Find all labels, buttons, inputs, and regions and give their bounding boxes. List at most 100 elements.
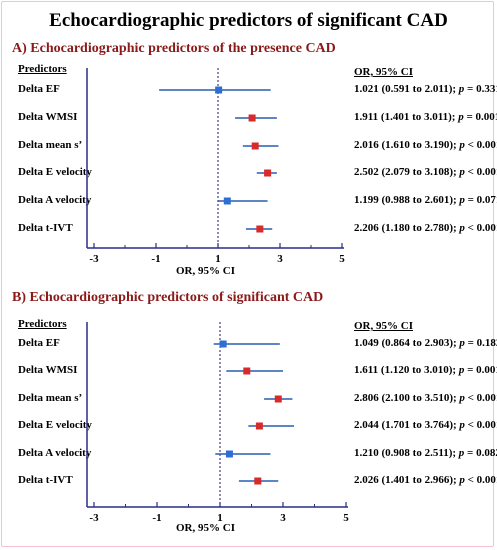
p-value: < 0.001: [467, 166, 497, 178]
p-value: < 0.001: [467, 392, 497, 404]
panel-b-point-estimate: [243, 367, 251, 375]
ci-range: (0.591 to 2.011);: [381, 83, 459, 95]
panel-a-predictor-label: Delta E velocity: [18, 166, 92, 178]
panel-b-x-tick-label: -3: [89, 512, 99, 524]
ci-range: (1.401 to 2.966);: [381, 474, 460, 486]
or-value: 2.206: [354, 222, 382, 234]
p-value: < 0.001: [467, 139, 497, 151]
or-value: 2.044: [354, 419, 382, 431]
p-symbol: p: [458, 111, 464, 123]
panel-b-x-tick-label: -1: [152, 512, 161, 524]
panel-b-or-ci-text: 1.049 (0.864 to 2.903); p = 0.182: [354, 337, 497, 349]
panel-b-x-tick-label: 1: [217, 512, 223, 524]
panel-a-title: A) Echocardiographic predictors of the p…: [12, 41, 336, 56]
panel-b-predictor-label: Delta E velocity: [18, 419, 92, 431]
panel-a-predictor-label: Delta EF: [18, 83, 60, 95]
or-value: 2.016: [354, 139, 382, 151]
panel-b-or-ci-text: 1.210 (0.908 to 2.511); p = 0.082: [354, 447, 497, 459]
panel-a-or-ci-text: 2.502 (2.079 to 3.108); p < 0.001: [354, 166, 497, 178]
panel-b-or-ci-text: 2.044 (1.701 to 3.764); p < 0.001: [354, 419, 497, 431]
ci-range: (1.701 to 3.764);: [381, 419, 460, 431]
or-value: 1.210: [354, 447, 382, 459]
panel-b-x-tick-label: 5: [343, 512, 349, 524]
panel-b-point-estimate: [219, 340, 227, 348]
p-value: = 0.071: [467, 194, 497, 206]
panel-b-point-estimate: [274, 395, 282, 403]
or-value: 1.911: [354, 111, 381, 123]
panel-a-point-estimate: [248, 114, 256, 122]
panel-a-predictor-label: Delta A velocity: [18, 194, 92, 206]
p-symbol: p: [459, 392, 465, 404]
p-symbol: p: [459, 337, 465, 349]
p-symbol: p: [459, 474, 465, 486]
or-value: 1.199: [354, 194, 382, 206]
panel-b-predictor-label: Delta WMSI: [18, 364, 78, 376]
or-value: 2.806: [354, 392, 382, 404]
figure-title: Echocardiographic predictors of signific…: [49, 10, 448, 31]
panel-b-predictor-label: Delta A velocity: [18, 447, 92, 459]
ci-range: (0.988 to 2.601);: [381, 194, 460, 206]
panel-a-x-tick-label: 1: [215, 253, 221, 265]
panel-a-point-estimate: [264, 169, 272, 177]
ci-range: (1.401 to 3.011);: [380, 111, 459, 123]
or-value: 2.026: [354, 474, 382, 486]
p-symbol: p: [458, 83, 465, 95]
panel-a-predictor-label: Delta mean s’: [18, 139, 83, 151]
panel-a-predictor-label: Delta t-IVT: [18, 222, 73, 234]
p-symbol: p: [459, 419, 465, 431]
p-symbol: p: [459, 194, 465, 206]
or-value: 1.021: [354, 83, 382, 95]
panel-b-predictor-label: Delta t-IVT: [18, 474, 73, 486]
panel-a-point-estimate: [256, 225, 264, 233]
p-symbol: p: [458, 364, 465, 376]
p-symbol: p: [459, 222, 465, 234]
panel-a-x-tick-label: -3: [89, 253, 99, 265]
p-value: = 0.082: [467, 447, 497, 459]
panel-a-point-estimate: [251, 142, 259, 150]
panel-b-point-estimate: [225, 450, 233, 458]
panel-a-or-ci-text: 1.199 (0.988 to 2.601); p = 0.071: [354, 194, 497, 206]
panel-a-or-ci-text: 2.206 (1.180 to 2.780); p < 0.001: [354, 222, 497, 234]
panel-b-ci-header: OR, 95% CI: [354, 320, 413, 332]
panel-b-or-ci-text: 1.611 (1.120 to 3.010); p = 0.001: [354, 364, 497, 376]
ci-range: (2.079 to 3.108);: [381, 166, 460, 178]
ci-range: (0.908 to 2.511);: [381, 447, 459, 459]
panel-b-title: B) Echocardiographic predictors of signi…: [12, 290, 324, 305]
p-value: < 0.001: [467, 419, 497, 431]
p-value: < 0.001: [467, 222, 497, 234]
panel-b-or-ci-text: 2.026 (1.401 to 2.966); p < 0.001: [354, 474, 497, 486]
panel-a-or-ci-text: 1.021 (0.591 to 2.011); p = 0.331: [354, 83, 497, 95]
p-value: = 0.182: [467, 337, 497, 349]
ci-range: (1.120 to 3.010);: [380, 364, 459, 376]
panel-a-x-axis-title: OR, 95% CI: [176, 265, 235, 277]
panel-b-predictors-header: Predictors: [18, 318, 67, 330]
panel-a-predictors-header: Predictors: [18, 63, 67, 75]
panel-a-point-estimate: [215, 86, 223, 94]
panel-a-ci-header: OR, 95% CI: [354, 66, 413, 78]
panel-a-x-tick-label: -1: [151, 253, 160, 265]
ci-range: (0.864 to 2.903);: [381, 337, 460, 349]
ci-range: (2.100 to 3.510);: [381, 392, 460, 404]
or-value: 1.049: [354, 337, 382, 349]
ci-range: (1.610 to 3.190);: [381, 139, 460, 151]
p-value: < 0.001: [467, 474, 497, 486]
panel-b-predictor-label: Delta EF: [18, 337, 60, 349]
p-value: = 0.001: [463, 111, 497, 123]
panel-a-x-tick-label: 5: [339, 253, 345, 265]
p-symbol: p: [459, 166, 465, 178]
panel-b-or-ci-text: 2.806 (2.100 to 3.510); p < 0.001: [354, 392, 497, 404]
panel-a-x-tick-label: 3: [277, 253, 283, 265]
panel-a-predictor-label: Delta WMSI: [18, 111, 78, 123]
ci-range: (1.180 to 2.780);: [381, 222, 460, 234]
panel-b-point-estimate: [255, 422, 263, 430]
or-value: 1.611: [354, 364, 381, 376]
panel-a-or-ci-text: 2.016 (1.610 to 3.190); p < 0.001: [354, 139, 497, 151]
panel-a-or-ci-text: 1.911 (1.401 to 3.011); p = 0.001: [354, 111, 497, 123]
panel-b-x-tick-label: 3: [280, 512, 286, 524]
panel-b-predictor-label: Delta mean s’: [18, 392, 83, 404]
p-value: = 0.001: [467, 364, 497, 376]
p-value: = 0.331: [467, 83, 497, 95]
panel-b-point-estimate: [254, 477, 262, 485]
